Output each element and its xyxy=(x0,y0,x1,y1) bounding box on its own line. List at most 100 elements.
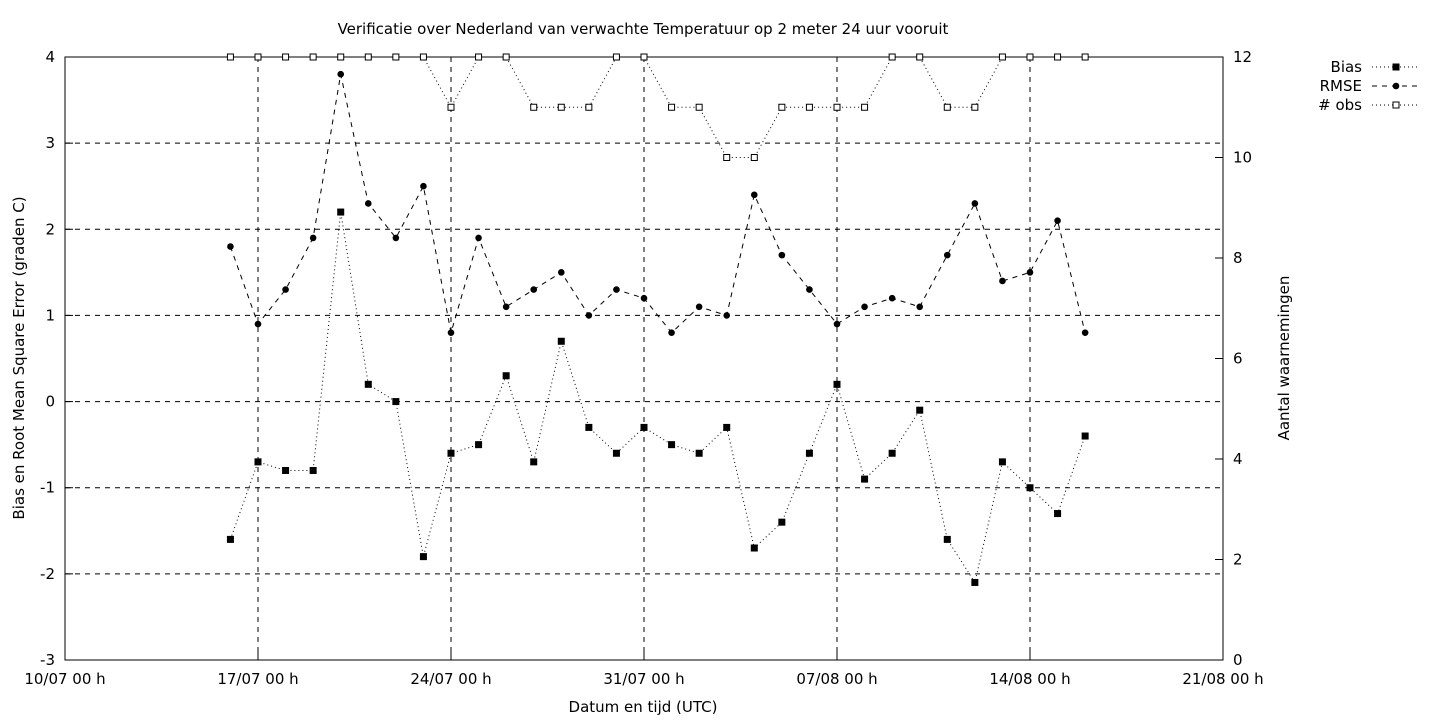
y2-tick-label: 12 xyxy=(1233,48,1252,66)
data-point xyxy=(668,103,676,111)
y2-tick-label: 10 xyxy=(1233,149,1252,167)
data-point xyxy=(530,458,538,466)
right-axis-ticks: 0 2 4 6 8 10 12 xyxy=(1215,48,1252,669)
series-line xyxy=(230,56,1086,158)
data-point xyxy=(971,200,979,207)
data-point xyxy=(778,251,786,259)
data-point xyxy=(695,303,703,311)
legend-label: Bias xyxy=(1331,58,1363,76)
y2-tick-label: 0 xyxy=(1233,651,1243,669)
data-point xyxy=(805,449,813,457)
y2-tick-label: 8 xyxy=(1233,249,1243,267)
data-point xyxy=(723,312,731,319)
data-point xyxy=(309,53,317,61)
data-point xyxy=(226,53,234,61)
data-point xyxy=(502,53,510,61)
data-point xyxy=(475,53,483,61)
data-point xyxy=(419,53,427,61)
data-point xyxy=(392,234,400,242)
data-point xyxy=(1054,53,1062,61)
x-tick-label: 17/07 00 h xyxy=(217,670,298,688)
series-2 xyxy=(226,53,1089,161)
data-point xyxy=(1054,510,1062,518)
data-point xyxy=(585,423,593,431)
left-axis-ticks: -3 -2 -1 0 1 2 3 4 xyxy=(40,48,73,669)
data-point xyxy=(282,53,290,61)
data-point xyxy=(640,294,648,302)
data-point xyxy=(364,380,372,388)
x-tick-label: 07/08 00 h xyxy=(796,670,877,688)
x-axis-ticks: 10/07 00 h 17/07 00 h 24/07 00 h 31/07 00 h… xyxy=(24,652,1264,688)
data-point xyxy=(971,578,979,586)
data-point xyxy=(226,535,234,543)
data-point xyxy=(364,200,372,207)
data-point xyxy=(502,303,510,311)
data-point xyxy=(861,103,869,111)
data-point xyxy=(833,380,841,388)
data-point xyxy=(888,53,896,61)
data-point xyxy=(1026,484,1034,492)
data-point xyxy=(640,53,648,61)
data-point xyxy=(943,251,951,259)
series-1 xyxy=(227,70,1089,336)
data-point xyxy=(668,441,676,449)
series-0 xyxy=(226,208,1089,586)
legend-marker xyxy=(1392,63,1400,71)
data-point xyxy=(750,191,758,199)
y-tick-label: -2 xyxy=(40,565,55,583)
data-point xyxy=(392,53,400,61)
x-axis-label: Datum en tijd (UTC) xyxy=(569,698,718,716)
y-tick-label: 1 xyxy=(45,306,55,324)
data-point xyxy=(1026,53,1034,61)
data-point xyxy=(557,269,565,276)
data-point xyxy=(1081,432,1089,440)
data-point xyxy=(695,103,703,111)
data-point xyxy=(557,103,565,111)
data-point xyxy=(475,441,483,449)
data-point xyxy=(419,553,427,561)
y-axis-label: Bias en Root Mean Square Error (graden C… xyxy=(10,196,28,519)
data-point xyxy=(916,53,924,61)
series-line xyxy=(229,212,1086,584)
data-point xyxy=(613,286,620,293)
data-point xyxy=(1081,329,1089,336)
data-point xyxy=(1081,53,1089,61)
data-point xyxy=(530,286,538,293)
chart-title: Verificatie over Nederland van verwachte… xyxy=(338,20,949,38)
series-line xyxy=(229,74,1086,334)
data-point xyxy=(337,208,345,216)
data-point xyxy=(723,154,731,161)
data-point xyxy=(888,294,896,302)
data-point xyxy=(943,535,951,543)
data-point xyxy=(668,329,675,336)
y-tick-label: 3 xyxy=(45,134,55,152)
data-point xyxy=(805,103,813,111)
data-point xyxy=(585,103,593,111)
data-point xyxy=(254,458,262,466)
data-point xyxy=(585,312,593,319)
data-point xyxy=(475,234,482,242)
data-point xyxy=(943,103,951,111)
data-point xyxy=(364,53,372,61)
data-point xyxy=(861,303,868,311)
data-point xyxy=(998,458,1006,466)
data-point xyxy=(999,277,1006,285)
y2-tick-label: 6 xyxy=(1233,350,1243,368)
y-tick-label: 0 xyxy=(45,393,55,411)
data-point xyxy=(806,286,813,293)
series-layer xyxy=(226,53,1089,586)
data-point xyxy=(227,243,234,250)
data-point xyxy=(447,329,455,336)
data-point xyxy=(723,423,731,431)
y2-tick-label: 2 xyxy=(1233,551,1243,569)
data-point xyxy=(420,182,427,190)
data-point xyxy=(1026,269,1034,276)
x-tick-label: 21/08 00 h xyxy=(1182,670,1263,688)
data-point xyxy=(833,320,841,328)
data-point xyxy=(612,449,620,457)
data-point xyxy=(998,53,1006,61)
data-point xyxy=(888,449,896,457)
data-point xyxy=(612,53,620,61)
data-point xyxy=(778,103,786,111)
